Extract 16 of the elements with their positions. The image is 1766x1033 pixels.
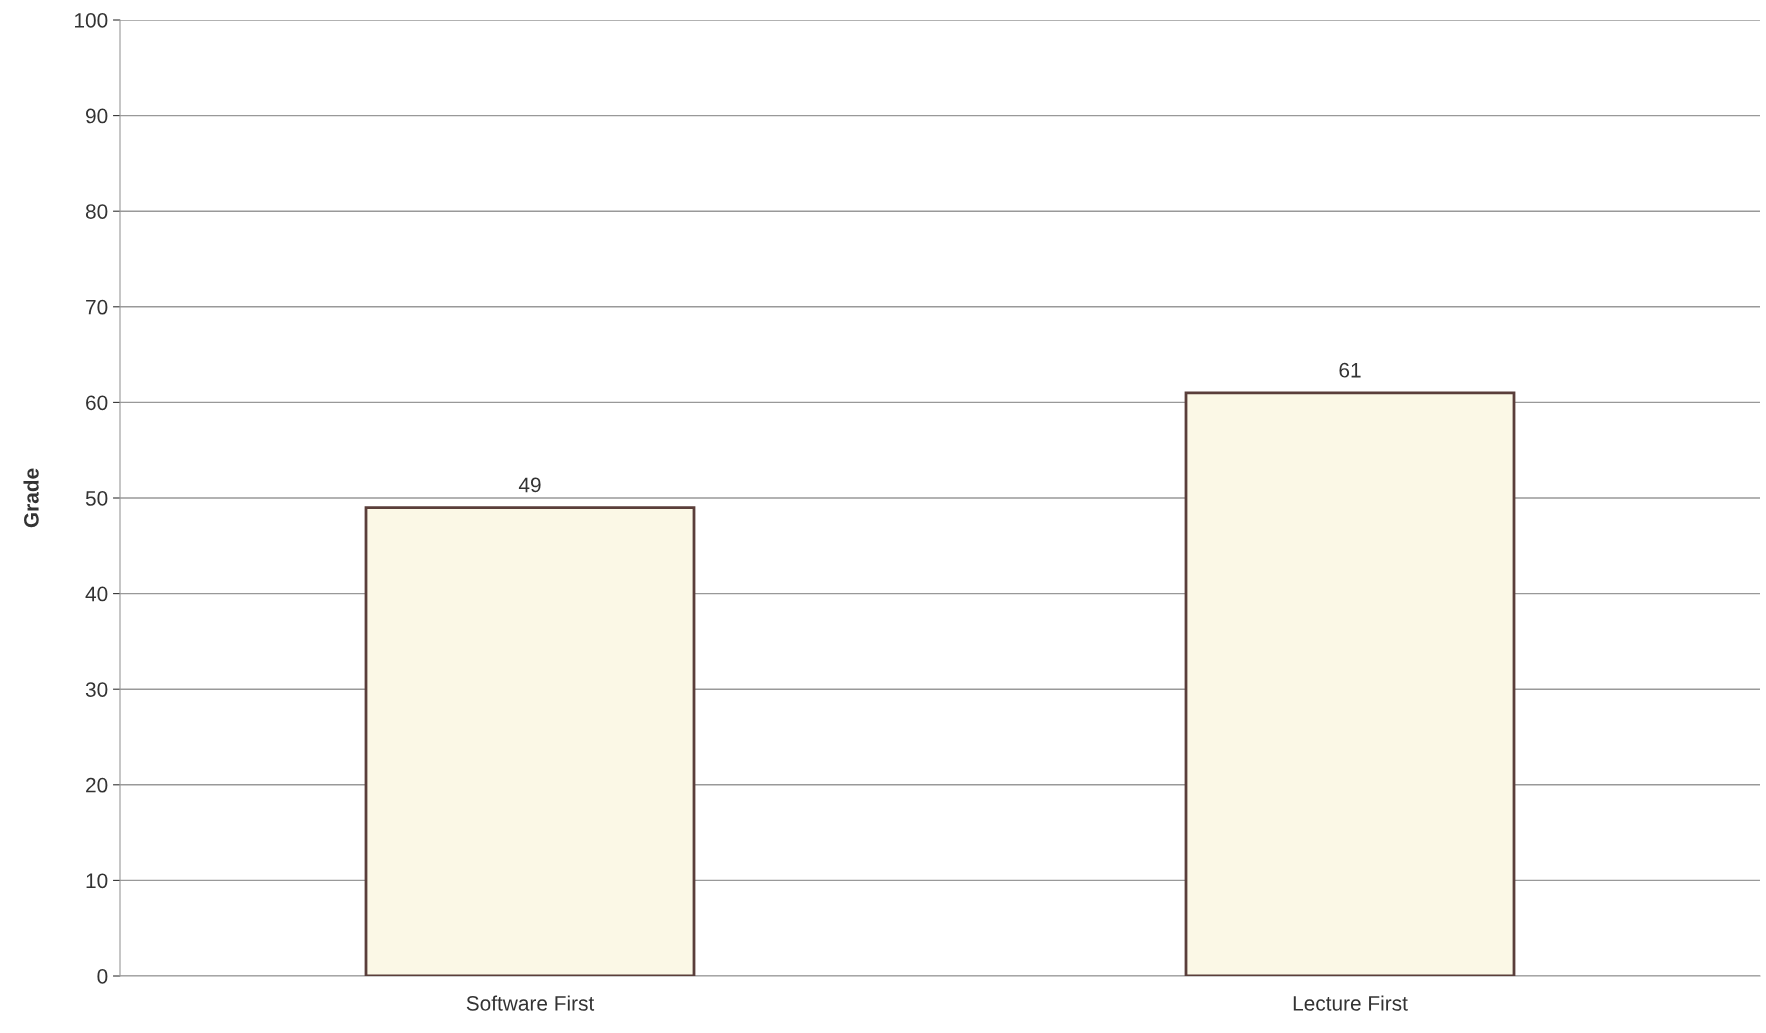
x-tick-label: Software First xyxy=(466,995,595,1011)
y-tick-label: 100 xyxy=(75,13,108,28)
y-tick-label: 0 xyxy=(97,969,108,984)
y-axis-title: Grade xyxy=(23,468,39,528)
y-tick-label: 10 xyxy=(86,873,108,889)
y-tick-label: 40 xyxy=(85,586,108,602)
y-tick-label: 20 xyxy=(86,777,108,793)
y-tick-label: 80 xyxy=(85,204,108,219)
y-tick-label: 90 xyxy=(86,108,108,124)
y-tick-label: 70 xyxy=(86,299,108,315)
data-label: 49 xyxy=(518,477,541,493)
x-tick-label: Lecture First xyxy=(1293,995,1408,1011)
y-tick-label: 30 xyxy=(85,682,108,697)
data-label: 61 xyxy=(1339,362,1361,378)
y-tick-label: 60 xyxy=(86,395,108,411)
y-tick-label: 50 xyxy=(85,491,108,506)
